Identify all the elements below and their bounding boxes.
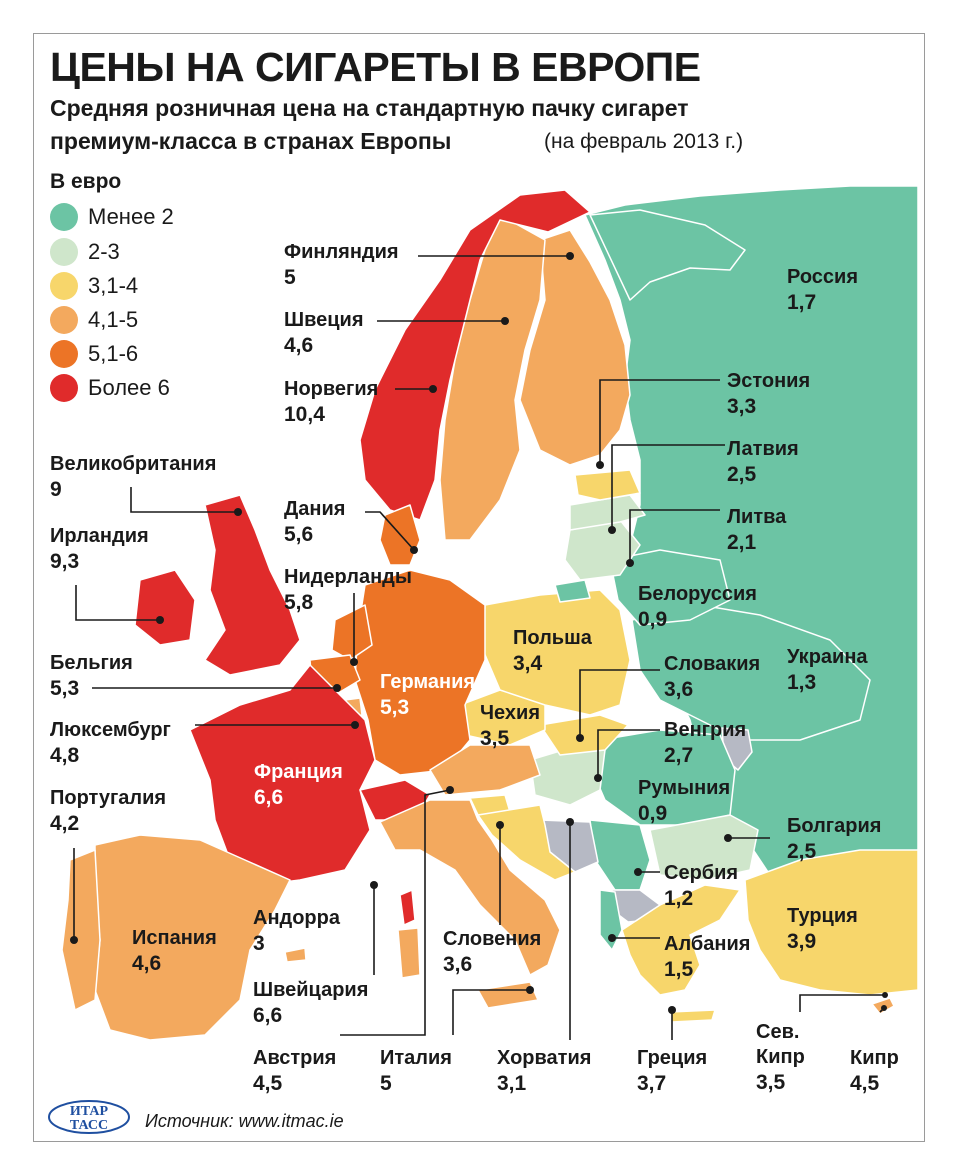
label-latvia: Латвия 2,5: [727, 438, 799, 486]
label-portugal: Португалия 4,2: [50, 787, 167, 835]
region-ireland: [134, 569, 196, 646]
legend-swatch: [50, 374, 78, 402]
region-portugal: [61, 849, 101, 1011]
legend-item: Менее 2: [50, 202, 174, 232]
subtitle-line-1: Средняя розничная цена на стандартную па…: [50, 95, 689, 121]
legend-item: Более 6: [50, 373, 170, 403]
region-belarus: [609, 549, 731, 626]
region-norway: [359, 189, 591, 521]
region-sicily: [477, 981, 539, 1009]
region-austria: [429, 744, 541, 796]
label-netherlands: Нидерланды 5,8: [284, 566, 412, 614]
legend-swatch: [50, 203, 78, 231]
label-estonia: Эстония 3,3: [727, 370, 811, 418]
region-slovakia: [539, 714, 629, 756]
label-cyprus: Кипр 4,5: [850, 1047, 899, 1095]
label-hungary: Венгрия 2,7: [664, 719, 747, 767]
label-greece: Греция 3,7: [637, 1047, 708, 1095]
label-serbia: Сербия 1,2: [664, 862, 739, 910]
region-albania: [599, 889, 623, 951]
label-sweden: Швеция 4,6: [284, 309, 364, 357]
leader-dots: [70, 252, 888, 1014]
legend-item: 4,1-5: [50, 305, 138, 335]
frame: [33, 33, 925, 1142]
region-bulgaria: [649, 814, 759, 881]
label-belarus: Белоруссия 0,9: [638, 583, 757, 631]
label-czechia: Чехия 3,5: [480, 702, 540, 750]
itar-tass-logo: ИТАР ТАСС: [48, 1100, 130, 1134]
legend-swatch: [50, 238, 78, 266]
legend-label: 2-3: [88, 239, 120, 264]
subtitle-line-2: премиум-класса в странах Европы: [50, 128, 452, 154]
page-title: ЦЕНЫ НА СИГАРЕТЫ В ЕВРОПЕ: [50, 44, 701, 90]
region-finland: [519, 229, 631, 466]
label-poland: Польша 3,4: [513, 627, 592, 675]
label-ireland: Ирландия 9,3: [50, 525, 149, 573]
label-bulgaria: Болгария 2,5: [787, 815, 882, 863]
label-switzerland: Швейцария 6,6: [253, 979, 369, 1027]
label-croatia: Хорватия 3,1: [497, 1047, 592, 1095]
legend-swatch: [50, 272, 78, 300]
label-north-cyprus: Сев. Кипр 3,5: [756, 1021, 805, 1094]
label-ukraine: Украина 1,3: [787, 646, 868, 694]
legend-item: 3,1-4: [50, 271, 138, 301]
label-slovenia: Словения 3,6: [443, 928, 542, 976]
legend-item: 5,1-6: [50, 339, 138, 369]
svg-text:ТАСС: ТАСС: [70, 1118, 108, 1133]
label-luxembourg: Люксембург 4,8: [50, 719, 171, 767]
label-slovakia: Словакия 3,6: [664, 653, 761, 701]
region-corsica: [399, 889, 416, 926]
legend-label: Менее 2: [88, 204, 174, 229]
label-finland: Финляндия 5: [284, 241, 399, 289]
label-austria: Австрия 4,5: [253, 1047, 337, 1095]
legend-label: 4,1-5: [88, 307, 139, 332]
label-russia: Россия 1,7: [787, 266, 859, 314]
region-kaliningrad: [554, 579, 591, 603]
label-andorra: Андорра 3: [253, 907, 340, 955]
leader-lines: [73, 255, 885, 1040]
label-germany: Германия 5,3: [380, 671, 476, 719]
region-latvia: [569, 494, 646, 531]
label-denmark: Дания 5,6: [284, 498, 346, 546]
label-albania: Албания 1,5: [664, 933, 751, 981]
legend-label: 5,1-6: [88, 341, 139, 366]
unit-label: В евро: [50, 170, 122, 193]
label-romania: Румыния 0,9: [638, 777, 731, 825]
region-ukraine: [631, 604, 871, 741]
legend-label: Более 6: [88, 375, 170, 400]
region-uk: [204, 494, 301, 676]
label-spain: Испания 4,6: [132, 927, 217, 975]
region-france: [189, 664, 376, 886]
region-serbia: [589, 819, 651, 891]
region-greece: [621, 884, 741, 996]
label-belgium: Бельгия 5,3: [50, 652, 133, 700]
legend-label: 3,1-4: [88, 273, 139, 298]
legend-swatch: [50, 340, 78, 368]
date-note: (на февраль 2013 г.): [544, 130, 744, 153]
legend-item: 2-3: [50, 237, 120, 267]
region-balearic: [284, 947, 307, 963]
label-italy: Италия 5: [380, 1047, 452, 1095]
region-netherlands: [331, 604, 373, 661]
label-lithuania: Литва 2,1: [727, 506, 787, 554]
label-uk: Великобритания 9: [50, 453, 217, 501]
region-sardinia: [397, 927, 421, 979]
label-norway: Норвегия 10,4: [284, 378, 379, 426]
legend-swatch: [50, 306, 78, 334]
label-turkey: Турция 3,9: [787, 905, 858, 953]
svg-text:ИТАР: ИТАР: [70, 1104, 109, 1119]
source-note: Источник: www.itmac.ie: [145, 1111, 344, 1131]
region-crete: [669, 1009, 716, 1023]
region-estonia: [574, 469, 641, 501]
label-france: Франция 6,6: [254, 761, 343, 809]
region-karelia: [589, 209, 746, 301]
